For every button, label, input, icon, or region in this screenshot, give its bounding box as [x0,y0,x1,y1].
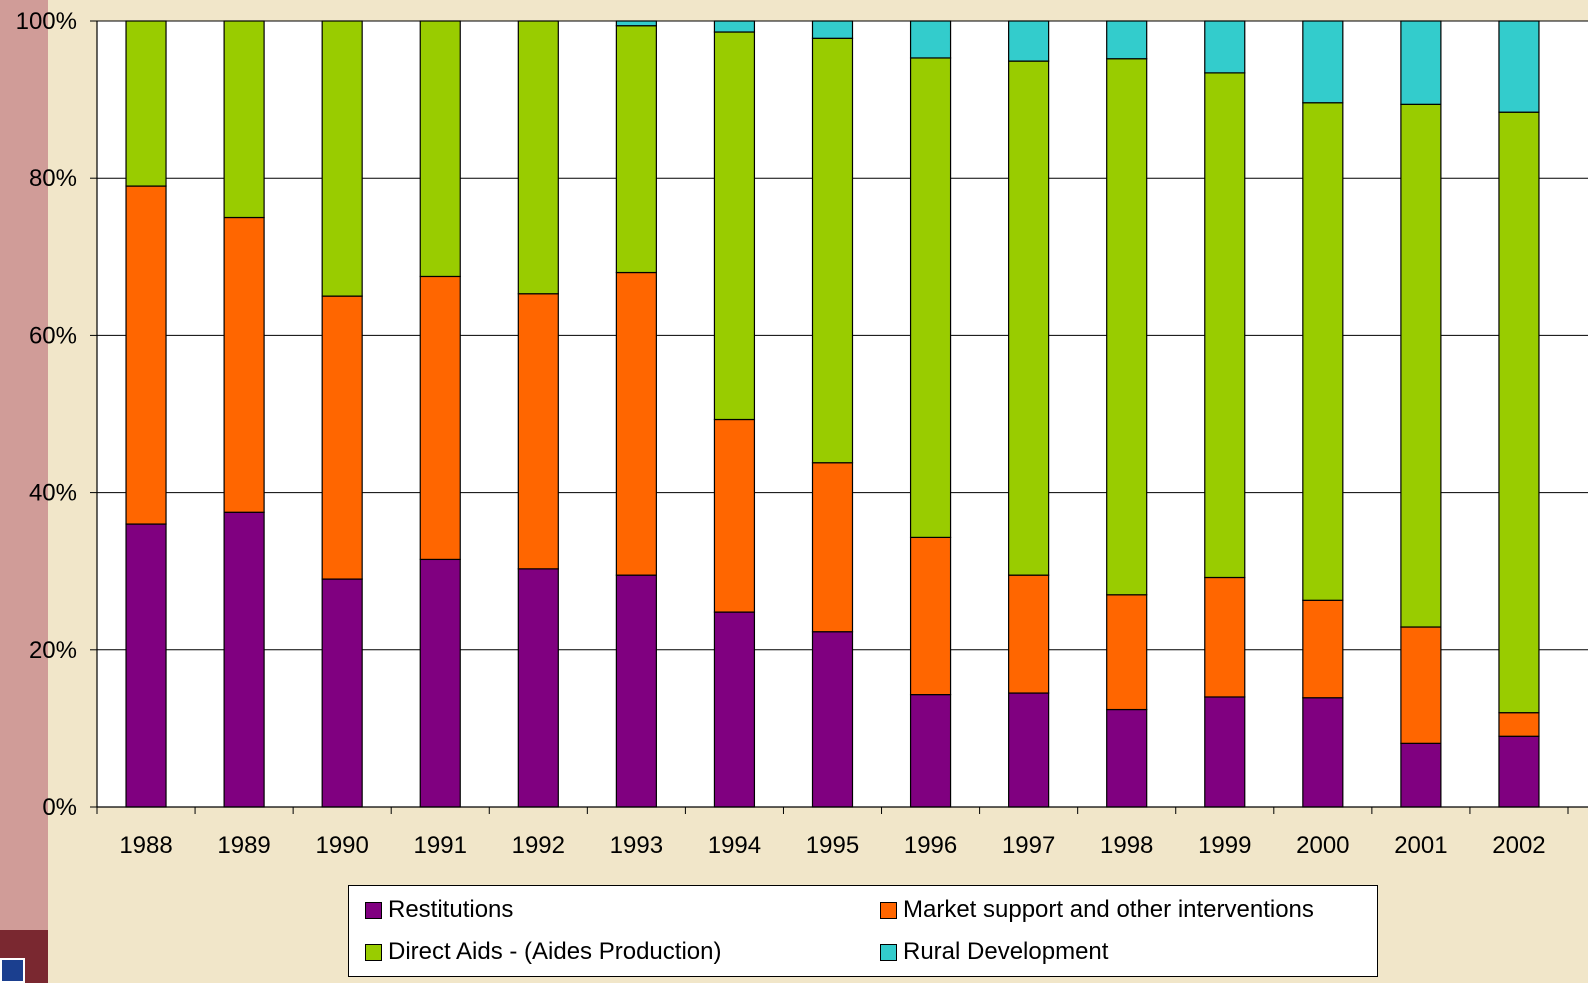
bar-segment-market-support-and-other-interventions-1996 [909,536,952,696]
bar-segment-direct-aids-aides-production-1995 [811,37,854,464]
bar-segment-restitutions-1997 [1008,692,1050,808]
legend-item-market-support: Market support and other interventions [880,896,1314,924]
bar-segment-rural-development-2002 [1498,20,1540,113]
bar-segment-direct-aids-aides-production-1996 [909,57,952,539]
bar-segment-market-support-and-other-interventions-2001 [1400,626,1442,744]
bar-segment-direct-aids-aides-production-2000 [1302,102,1344,601]
x-tick-label: 1998 [1100,832,1153,859]
bar-segment-rural-development-1994 [713,20,756,33]
logo-icon [0,958,25,983]
bar-segment-restitutions-1999 [1204,696,1246,808]
bar-segment-direct-aids-aides-production-2002 [1498,111,1540,714]
x-tick-label: 2001 [1394,832,1447,859]
bar-segment-direct-aids-aides-production-1999 [1204,72,1246,579]
bar-segment-rural-development-2000 [1302,20,1344,104]
bar-segment-market-support-and-other-interventions-1995 [811,462,854,633]
legend-item-restitutions: Restitutions [365,896,513,924]
y-tick-label: 100% [16,8,77,35]
y-tick-label: 20% [29,637,77,664]
x-tick-label: 1999 [1198,832,1251,859]
bar-segment-rural-development-1996 [909,20,952,59]
bar-segment-restitutions-1988 [125,523,167,808]
left-decorative-strip [0,0,48,983]
x-tick-label: 1994 [708,832,761,859]
bar-segment-market-support-and-other-interventions-1991 [419,275,461,561]
chart-legend: Restitutions Market support and other in… [348,885,1378,977]
legend-swatch [880,901,897,919]
legend-label: Market support and other interventions [903,896,1314,923]
bar-segment-restitutions-1998 [1106,708,1148,808]
bar-segment-rural-development-1998 [1106,20,1148,60]
legend-item-direct-aids: Direct Aids - (Aides Production) [365,938,721,966]
bar-segment-restitutions-1994 [713,611,756,808]
legend-swatch [365,901,382,919]
bar-segment-restitutions-2000 [1302,697,1344,808]
x-tick-label: 2002 [1492,832,1545,859]
x-tick-label: 1989 [217,832,270,859]
bar-segment-direct-aids-aides-production-1991 [419,20,461,278]
y-tick-label: 40% [29,480,77,507]
y-tick-label: 60% [29,322,77,349]
y-tick-label: 80% [29,165,77,192]
bar-segment-market-support-and-other-interventions-1993 [615,271,657,576]
x-tick-label: 1992 [512,832,565,859]
legend-label: Rural Development [903,938,1109,965]
bar-segment-market-support-and-other-interventions-1998 [1106,594,1148,711]
bar-segment-direct-aids-aides-production-1989 [223,20,265,219]
bar-segment-market-support-and-other-interventions-1994 [713,418,756,613]
bar-segment-restitutions-2002 [1498,735,1540,808]
bar-segment-restitutions-2001 [1400,742,1442,808]
x-tick-label: 1996 [904,832,957,859]
bar-segment-market-support-and-other-interventions-1997 [1008,574,1050,694]
x-tick-label: 1993 [610,832,663,859]
bar-segment-rural-development-1993 [615,20,657,27]
bar-segment-restitutions-1993 [615,574,657,808]
x-tick-label: 2000 [1296,832,1349,859]
bar-segment-rural-development-1999 [1204,20,1246,74]
bar-segment-market-support-and-other-interventions-1992 [517,293,559,570]
x-tick-label: 1990 [315,832,368,859]
legend-swatch [365,943,382,961]
bar-segment-restitutions-1989 [223,511,265,808]
x-tick-label: 1988 [119,832,172,859]
bar-segment-rural-development-1997 [1008,20,1050,62]
bar-segment-market-support-and-other-interventions-1988 [125,185,167,525]
bar-segment-market-support-and-other-interventions-1999 [1204,576,1246,698]
bar-segment-market-support-and-other-interventions-2000 [1302,599,1344,699]
bar-segment-restitutions-1990 [321,578,363,808]
bar-segment-direct-aids-aides-production-1992 [517,20,559,295]
bar-segment-restitutions-1992 [517,568,559,808]
bar-segment-rural-development-2001 [1400,20,1442,105]
bar-segment-market-support-and-other-interventions-1990 [321,295,363,580]
bar-segment-direct-aids-aides-production-1997 [1008,60,1050,576]
bar-segment-rural-development-1995 [811,20,854,39]
y-tick-label: 0% [42,794,77,821]
bar-segment-direct-aids-aides-production-1994 [713,31,756,421]
x-tick-label: 1995 [806,832,859,859]
legend-label: Restitutions [388,896,514,923]
legend-item-rural-development: Rural Development [880,938,1108,966]
x-tick-label: 1997 [1002,832,1055,859]
bar-segment-restitutions-1995 [811,631,854,808]
bar-segment-restitutions-1996 [909,694,952,808]
bar-segment-direct-aids-aides-production-2001 [1400,103,1442,628]
bar-segment-market-support-and-other-interventions-2002 [1498,712,1540,737]
bar-segment-restitutions-1991 [419,558,461,808]
x-tick-label: 1991 [414,832,467,859]
legend-swatch [880,943,897,961]
bar-segment-direct-aids-aides-production-1998 [1106,58,1148,596]
legend-label: Direct Aids - (Aides Production) [388,938,722,965]
bar-segment-market-support-and-other-interventions-1989 [223,216,265,513]
bar-segment-direct-aids-aides-production-1990 [321,20,363,297]
bar-segment-direct-aids-aides-production-1993 [615,25,657,274]
bar-segment-direct-aids-aides-production-1988 [125,20,167,187]
